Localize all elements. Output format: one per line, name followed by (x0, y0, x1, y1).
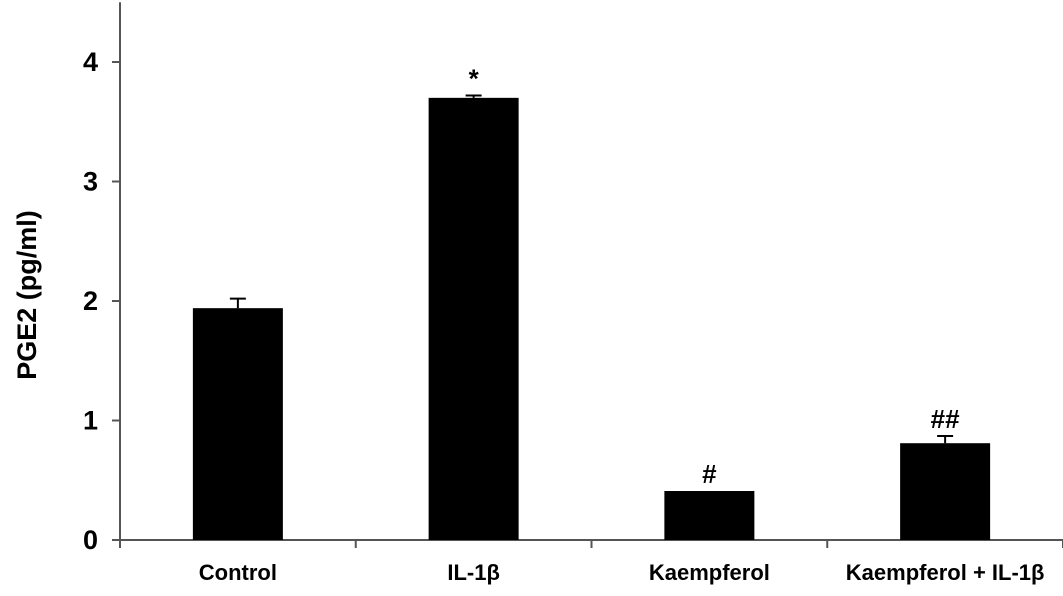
x-category-label: Control (199, 560, 277, 585)
y-axis-title: PGE2 (pg/ml) (12, 210, 42, 380)
bar (900, 443, 991, 540)
significance-annotation: # (702, 459, 717, 489)
significance-annotation: * (469, 63, 480, 93)
y-tick-label: 2 (83, 286, 98, 316)
x-category-label: Kaempferol (649, 560, 770, 585)
y-tick-label: 0 (83, 525, 98, 555)
bars (192, 94, 991, 540)
x-category-label: IL-1β (447, 560, 500, 585)
labels: 0 1 2 3 4 Control * IL-1β # Kaempferol ## Kaempfero… (83, 47, 1044, 585)
y-tick-label: 1 (83, 406, 98, 436)
x-category-label: Kaempferol + IL-1β (846, 560, 1045, 585)
y-axis-title-group: PGE2 (pg/ml) (12, 210, 42, 380)
bar (664, 491, 755, 540)
y-tick-label: 3 (83, 167, 98, 197)
significance-annotation: ## (931, 404, 960, 434)
y-tick-label: 4 (83, 47, 98, 77)
bar (428, 97, 519, 540)
bar (192, 308, 283, 540)
